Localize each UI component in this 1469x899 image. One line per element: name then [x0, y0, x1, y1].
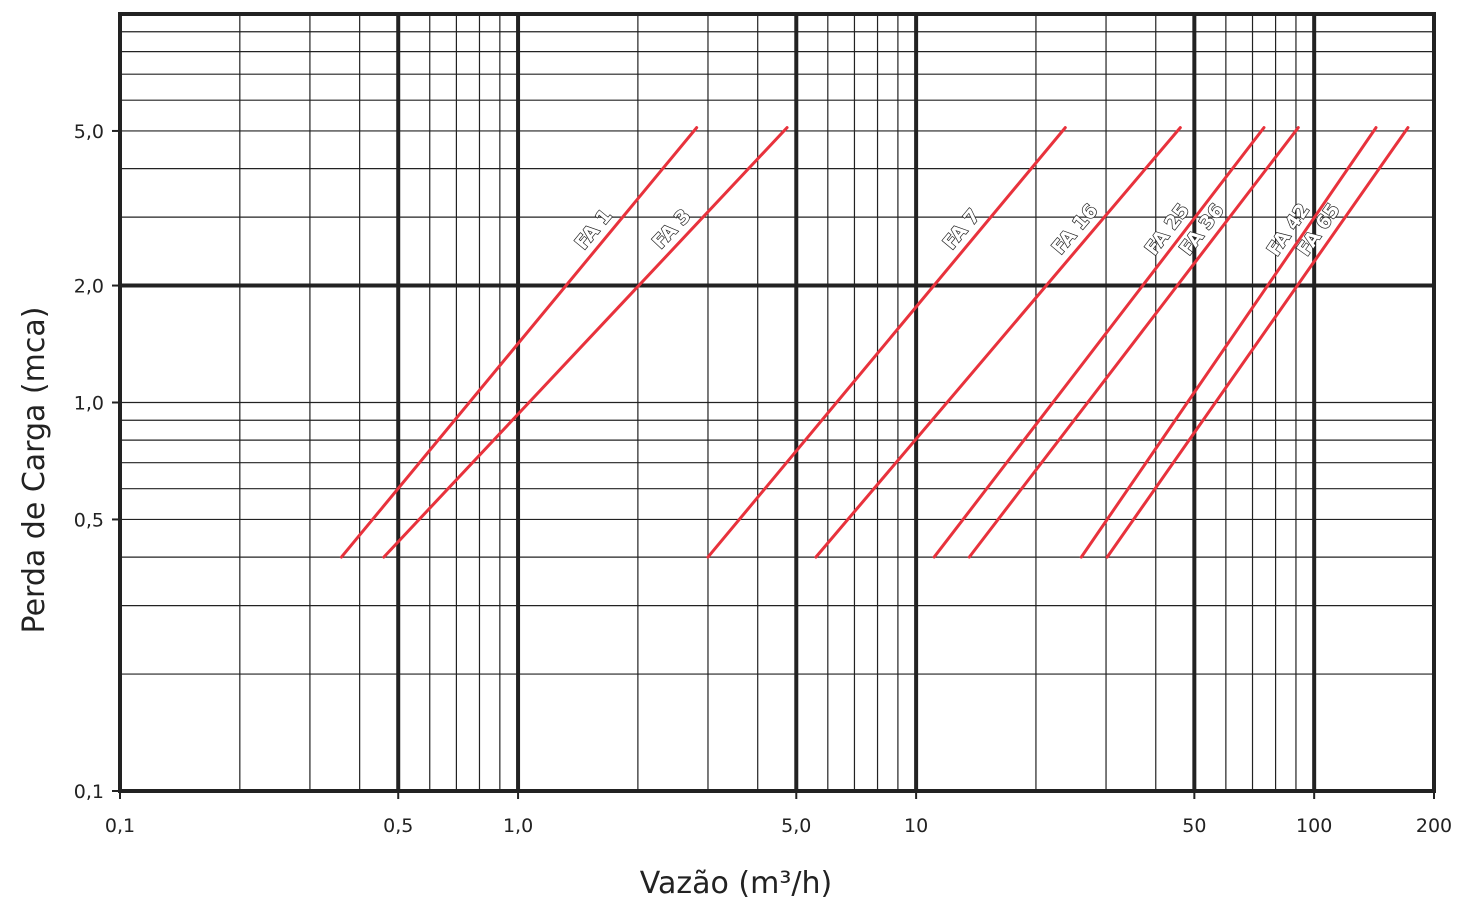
- series-line: [932, 126, 1266, 559]
- y-tick-label: 0,5: [74, 509, 104, 531]
- series-line: [1105, 126, 1410, 559]
- y-tick-label: 5,0: [74, 121, 104, 143]
- minor-grid: [120, 14, 1434, 791]
- x-tick-label: 0,5: [383, 815, 413, 837]
- major-grid: [112, 14, 1435, 799]
- x-tick-label: 5,0: [781, 815, 811, 837]
- x-tick-label: 50: [1182, 815, 1206, 837]
- series-line: [339, 126, 699, 559]
- series-line: [967, 126, 1300, 559]
- series-line: [1079, 126, 1378, 559]
- x-tick-labels: 0,1 0,5 1,0 5,0 10 50 100 200: [105, 815, 1452, 837]
- plot-frame: [118, 12, 1436, 793]
- y-tick-label: 0,1: [74, 781, 104, 803]
- series-line: [814, 126, 1182, 559]
- x-tick-label: 100: [1296, 815, 1332, 837]
- y-tick-label: 2,0: [74, 276, 104, 298]
- series-label: FA 3: [648, 205, 695, 253]
- x-tick-label: 0,1: [105, 815, 135, 837]
- x-tick-label: 200: [1416, 815, 1452, 837]
- x-axis-title: Vazão (m³/h): [640, 866, 832, 899]
- series-label: FA 1: [571, 205, 617, 254]
- x-tick-label: 10: [904, 815, 928, 837]
- x-tick-label: 1,0: [503, 815, 533, 837]
- series-line: [706, 126, 1067, 559]
- series-line: [382, 126, 789, 559]
- y-tick-labels: 0,1 0,5 1,0 2,0 5,0: [74, 121, 104, 803]
- y-tick-label: 1,0: [74, 393, 104, 415]
- y-axis-title: Perda de Carga (mca): [17, 307, 52, 634]
- series-label: FA 7: [939, 205, 985, 254]
- series-lines: [339, 126, 1410, 559]
